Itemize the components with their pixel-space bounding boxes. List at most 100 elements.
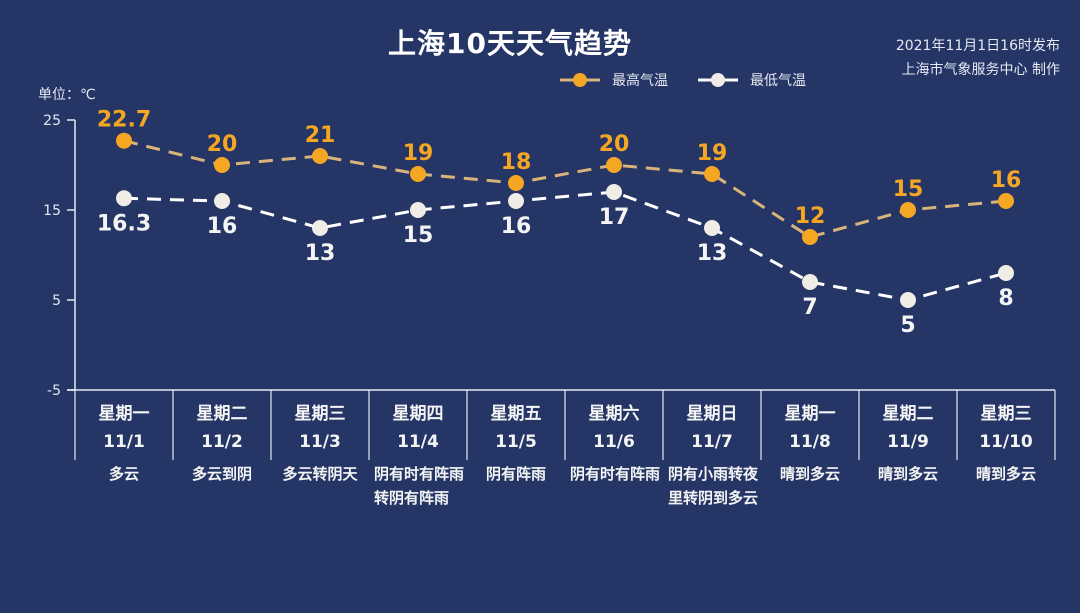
day-date: 11/2 (201, 432, 243, 452)
high-temp-point (116, 132, 132, 149)
day-date: 11/8 (789, 432, 831, 452)
high-temp-label: 19 (697, 141, 728, 166)
low-temp-label: 17 (599, 205, 630, 230)
low-temp-point (802, 274, 818, 290)
weather-condition: 多云 (108, 465, 139, 483)
low-temp-label: 16 (207, 214, 238, 239)
low-temp-point (998, 265, 1014, 281)
publish-info: 2021年11月1日16时发布 上海市气象服务中心 制作 (896, 34, 1060, 82)
day-date: 11/9 (887, 432, 929, 452)
day-columns: 星期一 11/1 多云 星期二 11/2 多云到阴 星期三 11/3 多云转阴天 星期四 11/4 阴… (75, 392, 1055, 510)
low-temp-point (900, 292, 916, 308)
low-temp-label: 5 (900, 313, 915, 338)
day-of-week: 星期一 (784, 404, 836, 424)
low-temp-label: 13 (305, 241, 336, 266)
day-of-week: 星期二 (882, 404, 934, 424)
day-column: 星期一 11/8 晴到多云 (761, 392, 859, 510)
day-of-week: 星期四 (392, 404, 444, 424)
y-tick-label: 15 (43, 203, 61, 219)
low-temp-label: 16 (501, 214, 532, 239)
day-of-week: 星期日 (686, 404, 738, 424)
weather-condition: 阴有时有阵雨 (570, 465, 661, 483)
legend-high-label: 最高气温 (612, 73, 668, 89)
day-date: 11/4 (397, 432, 439, 452)
day-column: 星期二 11/2 多云到阴 (173, 392, 271, 510)
legend: 最高气温 最低气温 (560, 70, 806, 90)
weather-condition: 晴到多云 (779, 465, 840, 483)
publish-time: 2021年11月1日16时发布 (895, 38, 1060, 54)
day-column: 星期日 11/7 阴有小雨转夜里转阴到多云 (663, 392, 761, 510)
high-temp-label: 20 (599, 132, 630, 157)
high-temp-point (410, 166, 426, 182)
low-marker-icon (698, 73, 738, 87)
weather-condition: 阴有时有阵雨转阴有阵雨 (374, 465, 465, 507)
y-tick-label: 5 (52, 293, 61, 309)
high-temp-point (508, 175, 524, 191)
day-column: 星期五 11/5 阴有阵雨 (467, 392, 565, 510)
weather-condition: 多云转阴天 (282, 465, 358, 483)
high-temp-point (998, 193, 1014, 209)
day-date: 11/3 (299, 432, 341, 452)
chart-title: 上海10天天气趋势 (388, 27, 632, 60)
publisher: 上海市气象服务中心 制作 (901, 62, 1060, 78)
low-temp-label: 8 (998, 286, 1013, 311)
low-temp-point (508, 193, 524, 209)
legend-item-high: 最高气温 (560, 70, 668, 90)
day-column: 星期二 11/9 晴到多云 (859, 392, 957, 510)
low-temp-label: 15 (403, 223, 434, 248)
high-temp-point (606, 157, 622, 173)
weather-condition: 晴到多云 (877, 465, 938, 483)
weather-condition: 多云到阴 (191, 465, 252, 483)
low-temp-label: 16.3 (97, 211, 151, 236)
day-date: 11/5 (495, 432, 537, 452)
high-temp-label: 16 (991, 168, 1022, 193)
y-tick-label: -5 (47, 383, 61, 399)
high-temp-label: 18 (501, 150, 532, 175)
low-temp-point (214, 193, 230, 209)
low-temp-label: 7 (802, 295, 817, 320)
weather-condition: 阴有小雨转夜里转阴到多云 (668, 465, 759, 507)
day-date: 11/10 (979, 432, 1033, 452)
day-column: 星期一 11/1 多云 (75, 392, 173, 510)
high-temp-label: 12 (795, 204, 826, 229)
low-temp-point (410, 202, 426, 218)
weather-condition: 晴到多云 (975, 465, 1036, 483)
high-temp-label: 22.7 (97, 108, 151, 133)
low-temp-line (123, 190, 1007, 302)
day-of-week: 星期一 (98, 404, 150, 424)
low-temp-point (704, 220, 720, 236)
high-temp-label: 21 (305, 123, 336, 148)
day-of-week: 星期六 (588, 404, 640, 424)
day-of-week: 星期三 (980, 404, 1032, 424)
day-date: 11/7 (691, 432, 733, 452)
day-of-week: 星期五 (490, 404, 542, 424)
day-of-week: 星期二 (196, 404, 248, 424)
weather-condition: 阴有阵雨 (485, 465, 546, 483)
day-column: 星期六 11/6 阴有时有阵雨 (565, 392, 663, 510)
unit-label: 单位：℃ (38, 87, 96, 103)
high-temp-point (900, 202, 916, 218)
high-temp-line (123, 139, 1007, 239)
high-temp-label: 20 (207, 132, 238, 157)
low-temp-point (312, 220, 328, 236)
low-temp-point (606, 184, 622, 200)
high-temp-point (704, 166, 720, 182)
day-column: 星期三 11/10 晴到多云 (957, 392, 1055, 510)
low-temp-point (116, 190, 132, 207)
y-tick-label: 25 (43, 113, 61, 129)
day-column: 星期四 11/4 阴有时有阵雨转阴有阵雨 (369, 392, 467, 510)
low-temp-label: 13 (697, 241, 728, 266)
legend-item-low: 最低气温 (698, 70, 806, 90)
day-column: 星期三 11/3 多云转阴天 (271, 392, 369, 510)
high-marker-icon (560, 73, 600, 87)
day-date: 11/1 (103, 432, 145, 452)
legend-low-label: 最低气温 (750, 73, 806, 89)
day-date: 11/6 (593, 432, 635, 452)
high-temp-point (312, 148, 328, 164)
high-temp-label: 15 (893, 177, 924, 202)
day-of-week: 星期三 (294, 404, 346, 424)
high-temp-label: 19 (403, 141, 434, 166)
high-temp-point (802, 229, 818, 245)
high-temp-point (214, 157, 230, 173)
